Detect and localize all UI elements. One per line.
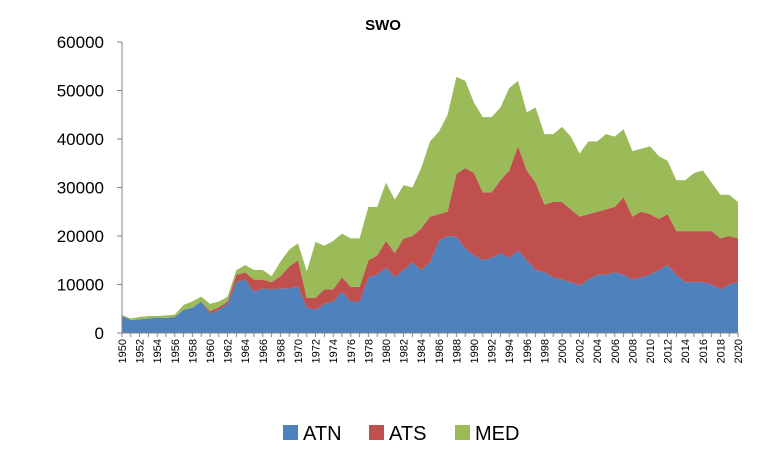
- x-tick-label: 1996: [522, 339, 534, 363]
- series-area-atn: [122, 236, 738, 333]
- x-axis-ticks: 1950 1952 1954 1956 1958 1960 1962 1964 1966 1968…: [117, 333, 745, 363]
- y-tick-label: 50000: [57, 82, 104, 101]
- x-tick-label: 2016: [698, 339, 710, 363]
- x-tick-label: 2018: [715, 339, 727, 363]
- x-tick-label: 2014: [680, 339, 692, 363]
- stacked-areas: [122, 76, 738, 333]
- y-axis-ticks: 0 10000 20000 30000 40000 50000 60000: [57, 33, 122, 343]
- legend-swatch-med: [455, 425, 470, 440]
- x-tick-label: 1976: [346, 339, 358, 363]
- x-tick-label: 1966: [258, 339, 270, 363]
- x-tick-label: 1980: [381, 339, 393, 363]
- x-tick-label: 2008: [627, 339, 639, 363]
- x-tick-label: 1960: [205, 339, 217, 363]
- x-tick-label: 1982: [399, 339, 411, 363]
- y-tick-label: 20000: [57, 227, 104, 246]
- x-tick-label: 1974: [328, 339, 340, 363]
- legend: ATN ATS MED: [283, 423, 519, 445]
- x-tick-label: 2000: [557, 339, 569, 363]
- x-tick-label: 1964: [240, 339, 252, 363]
- series-area-med: [122, 76, 738, 320]
- y-tick-label: 60000: [57, 33, 104, 52]
- x-tick-label: 1958: [187, 339, 199, 363]
- x-tick-label: 2002: [575, 339, 587, 363]
- x-tick-label: 1972: [311, 339, 323, 363]
- legend-label-med: MED: [475, 423, 519, 445]
- x-tick-label: 1990: [469, 339, 481, 363]
- x-tick-label: 1954: [152, 339, 164, 363]
- x-tick-label: 1952: [135, 339, 147, 363]
- y-tick-label: 30000: [57, 179, 104, 198]
- x-tick-label: 2004: [592, 339, 604, 363]
- y-tick-label: 40000: [57, 130, 104, 149]
- y-tick-label: 10000: [57, 276, 104, 295]
- x-tick-label: 1986: [434, 339, 446, 363]
- x-tick-label: 1998: [539, 339, 551, 363]
- x-tick-label: 2010: [645, 339, 657, 363]
- x-tick-label: 1984: [416, 339, 428, 363]
- x-tick-label: 1962: [223, 339, 235, 363]
- x-tick-label: 1968: [275, 339, 287, 363]
- x-tick-label: 1970: [293, 339, 305, 363]
- x-tick-label: 2012: [663, 339, 675, 363]
- legend-swatch-atn: [283, 425, 298, 440]
- x-tick-label: 2006: [610, 339, 622, 363]
- x-tick-label: 2020: [733, 339, 745, 363]
- x-tick-label: 1992: [487, 339, 499, 363]
- x-tick-label: 1988: [451, 339, 463, 363]
- legend-label-atn: ATN: [303, 423, 342, 445]
- legend-swatch-ats: [369, 425, 384, 440]
- x-tick-label: 1978: [363, 339, 375, 363]
- legend-label-ats: ATS: [389, 423, 426, 445]
- y-tick-label: 0: [95, 324, 104, 343]
- series-area-ats: [122, 146, 738, 320]
- x-tick-label: 1956: [170, 339, 182, 363]
- chart-title: SWO: [365, 17, 401, 34]
- x-tick-label: 1950: [117, 339, 129, 363]
- x-tick-label: 1994: [504, 339, 516, 363]
